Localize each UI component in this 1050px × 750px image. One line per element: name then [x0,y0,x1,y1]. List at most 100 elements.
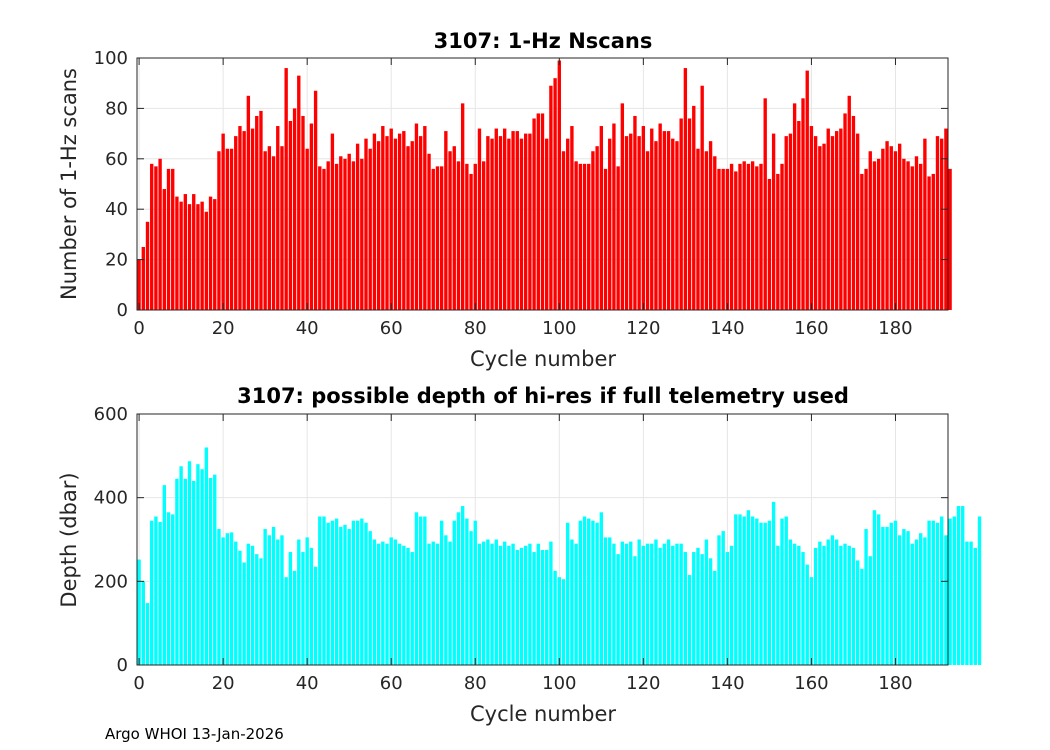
depth-bar [927,520,931,665]
depth-bar [843,543,847,665]
nscans-xtick-label: 20 [212,318,235,339]
nscans-bar [574,161,578,310]
nscans-bar [217,151,221,310]
depth-bar [498,545,503,665]
nscans-bar [570,126,574,310]
nscans-bar [297,75,301,310]
nscans-bar [263,151,267,310]
depth-bar [418,516,423,665]
depth-xtick-label: 120 [626,673,660,694]
depth-bar [456,512,461,665]
depth-bar [263,529,267,665]
nscans-bar [763,98,767,310]
depth-bar [914,539,919,665]
nscans-xtick-label: 80 [464,318,487,339]
depth-bar [860,568,864,665]
depth-bar [650,543,654,665]
depth-bar [397,543,402,665]
nscans-ylabel: Number of 1-Hz scans [57,68,81,300]
depth-bar [881,526,885,665]
nscans-ytick-label: 20 [105,250,128,271]
nscans-bar [923,138,927,310]
depth-bar [427,543,431,665]
nscans-bar [557,60,561,310]
nscans-bar [423,126,427,310]
nscans-bar [276,126,280,310]
nscans-bar [633,115,637,311]
depth-bar [145,603,150,665]
depth-bar [313,566,318,665]
depth-bar [595,522,599,665]
nscans-bar [481,161,486,310]
depth-bar [813,547,818,665]
nscans-ytick-label: 60 [105,149,128,170]
nscans-bar [456,161,461,310]
depth-bar [906,531,910,665]
nscans-bar [196,204,200,310]
nscans-bar [301,115,305,311]
nscans-bar [587,163,591,310]
depth-bar [700,554,704,665]
nscans-bar [288,121,293,310]
nscans-bar [683,68,688,310]
depth-bar [410,552,414,665]
depth-bar [570,539,574,665]
depth-bar [465,518,469,665]
depth-bar [822,545,826,665]
nscans-bar [200,201,204,310]
depth-bar [624,543,629,665]
depth-bar [784,516,788,665]
nscans-bar [536,113,540,310]
nscans-bar [381,126,385,310]
depth-xtick-label: 40 [296,673,319,694]
depth-bar [435,543,440,665]
nscans-bar [759,163,763,310]
nscans-bar [679,118,683,310]
nscans-bar [364,138,368,310]
depth-bar [847,545,851,665]
depth-bar [486,539,490,665]
depth-bar [637,539,641,665]
nscans-bar [612,123,616,311]
depth-bar [654,539,658,665]
depth-bar [885,526,889,665]
depth-bar [662,543,667,665]
depth-title: 3107: possible depth of hi-res if full t… [237,384,849,408]
depth-bar [196,464,200,665]
nscans-bar [666,131,671,310]
nscans-bar [284,68,288,310]
depth-bar [389,537,393,665]
depth-bar [818,541,822,665]
nscans-bar [322,168,326,310]
nscans-bar [545,138,549,310]
depth-bar [297,539,301,665]
depth-bar [532,552,536,665]
nscans-bar [713,156,717,310]
nscans-xtick-label: 120 [626,318,660,339]
nscans-bar [267,146,272,310]
depth-ylabel: Depth (dbar) [57,472,81,607]
nscans-bar [389,128,393,310]
depth-bar [481,541,486,665]
nscans-bar [477,128,482,310]
depth-xtick-label: 20 [212,673,235,694]
nscans-ytick-label: 40 [105,199,128,220]
nscans-bar [893,151,898,310]
depth-bar [372,539,377,665]
nscans-bar [738,163,742,310]
depth-bar [734,514,738,665]
nscans-bar [494,128,498,310]
depth-bar [200,469,204,665]
nscans-bar [675,141,679,310]
nscans-bar [313,90,318,310]
depth-bar [141,581,145,665]
nscans-bar [776,173,780,310]
nscans-bar [696,148,700,310]
nscans-bar [658,123,662,311]
nscans-bar [150,163,154,310]
depth-bar [658,547,662,665]
nscans-bars [137,60,952,311]
nscans-bar [780,163,784,310]
depth-bar [507,545,511,665]
